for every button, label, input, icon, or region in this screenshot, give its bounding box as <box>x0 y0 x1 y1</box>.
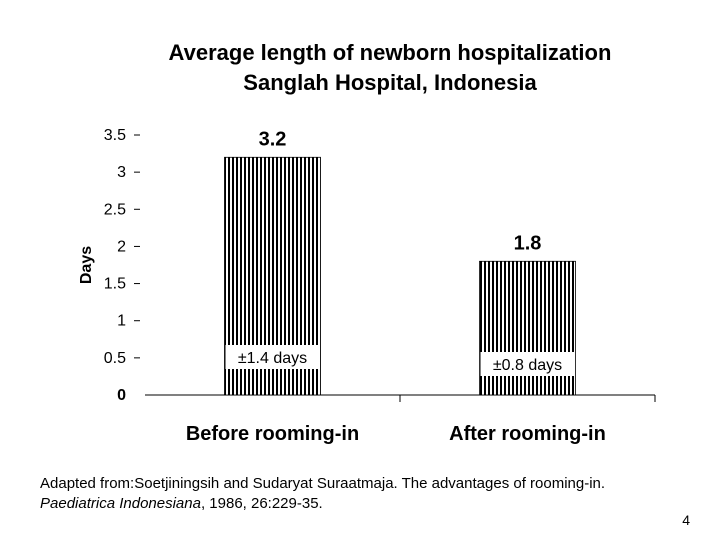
y-tick-label: 1 <box>117 313 126 330</box>
category-label: Before rooming-in <box>186 423 359 445</box>
y-axis-label: Days <box>78 246 95 284</box>
sd-label-box <box>480 352 575 376</box>
sd-label: ±1.4 days <box>238 350 307 367</box>
bar-value-label: 3.2 <box>259 128 287 150</box>
y-tick-label: 0.5 <box>104 350 126 367</box>
title-line-1: Average length of newborn hospitalizatio… <box>168 40 612 65</box>
citation-journal: Paediatrica Indonesiana <box>40 495 201 512</box>
citation: Adapted from:Soetjiningsih and Sudaryat … <box>40 474 690 514</box>
sd-label: ±0.8 days <box>493 357 562 374</box>
page-number: 4 <box>682 512 690 528</box>
y-tick-label: 2.5 <box>104 201 126 218</box>
y-tick-label: 1.5 <box>104 276 126 293</box>
y-tick-label: 0 <box>117 387 126 404</box>
title-line-2: Sanglah Hospital, Indonesia <box>243 70 537 95</box>
y-tick-label: 3 <box>117 164 126 181</box>
y-tick-label: 3.5 <box>104 127 126 144</box>
chart-title: Average length of newborn hospitalizatio… <box>60 38 720 98</box>
citation-line-1: Adapted from:Soetjiningsih and Sudaryat … <box>40 475 606 492</box>
category-label: After rooming-in <box>449 423 606 445</box>
citation-line-2: Paediatrica Indonesiana, 1986, 26:229-35… <box>40 494 690 514</box>
y-tick-label: 2 <box>117 238 126 255</box>
citation-details: , 1986, 26:229-35. <box>200 495 323 512</box>
sd-label-box <box>225 345 320 369</box>
bar-value-label: 1.8 <box>514 232 542 254</box>
